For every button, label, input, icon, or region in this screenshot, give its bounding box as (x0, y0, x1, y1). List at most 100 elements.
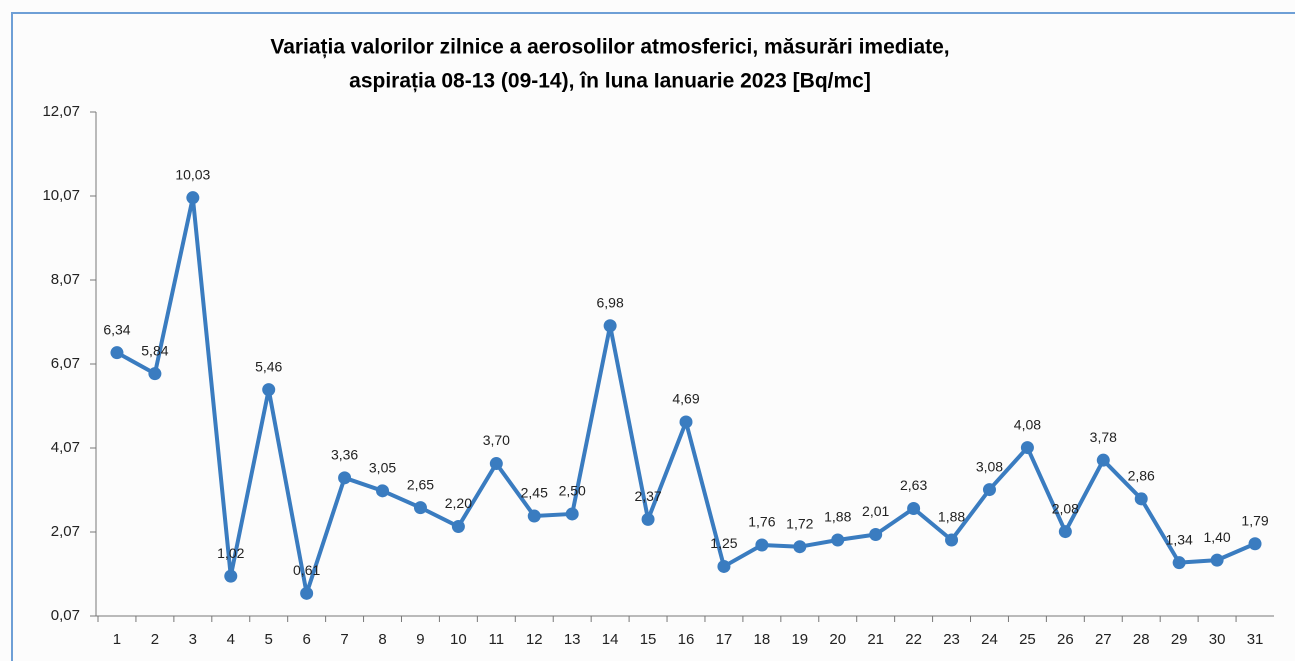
value-label: 5,84 (141, 342, 168, 358)
point (1020, 441, 1034, 455)
chart-title: Variația valorilor zilnice a aerosolilor… (270, 36, 949, 59)
value-label: 0,61 (293, 562, 320, 578)
value-label: 2,50 (559, 483, 586, 499)
x-tick-label: 16 (678, 631, 695, 648)
y-tick-label: 8,07 (51, 271, 80, 288)
point (489, 457, 503, 471)
point (262, 383, 276, 397)
point (1058, 525, 1072, 539)
y-tick-label: 12,07 (42, 103, 80, 120)
value-label: 2,08 (1052, 500, 1079, 516)
y-tick-label: 2,07 (51, 523, 80, 540)
point (717, 559, 731, 573)
value-label: 4,08 (1014, 416, 1041, 432)
point (1210, 553, 1224, 567)
x-tick-label: 1 (113, 631, 121, 648)
x-tick-label: 10 (450, 631, 467, 648)
value-label: 3,08 (976, 458, 1003, 474)
x-tick-label: 25 (1019, 631, 1036, 648)
x-tick-label: 8 (378, 631, 386, 648)
point (1096, 453, 1110, 467)
x-tick-label: 18 (754, 631, 771, 648)
value-label: 3,78 (1090, 429, 1117, 445)
point (679, 415, 693, 429)
value-label: 1,76 (748, 514, 775, 530)
x-tick-label: 27 (1095, 631, 1112, 648)
point (224, 569, 238, 583)
value-label: 1,88 (938, 509, 965, 525)
point (376, 484, 390, 498)
x-tick-label: 11 (489, 631, 505, 648)
point (945, 533, 959, 547)
point (1172, 556, 1186, 570)
point (451, 520, 465, 534)
x-tick-label: 3 (189, 631, 197, 648)
value-label: 1,79 (1241, 512, 1268, 528)
y-tick-label: 0,07 (51, 607, 80, 624)
point (110, 346, 124, 360)
x-tick-label: 2 (151, 631, 159, 648)
value-label: 3,70 (483, 432, 510, 448)
point (1134, 492, 1148, 506)
point (300, 586, 314, 600)
point (148, 367, 162, 381)
x-tick-label: 5 (265, 631, 273, 648)
frame (11, 12, 1295, 661)
point (641, 512, 655, 526)
value-label: 1,25 (710, 535, 737, 551)
x-tick-label: 23 (943, 631, 960, 648)
y-tick-label: 4,07 (51, 439, 80, 456)
value-label: 5,46 (255, 358, 282, 374)
x-tick-label: 24 (981, 631, 998, 648)
value-label: 2,01 (862, 503, 889, 519)
point (793, 540, 807, 554)
value-label: 2,65 (407, 476, 434, 492)
y-tick-label: 6,07 (51, 355, 80, 372)
value-label: 3,36 (331, 447, 358, 463)
point (1248, 537, 1262, 551)
value-label: 6,34 (103, 321, 130, 337)
x-tick-label: 7 (340, 631, 348, 648)
x-tick-label: 22 (905, 631, 922, 648)
x-tick-label: 15 (640, 631, 657, 648)
x-tick-label: 12 (526, 631, 543, 648)
value-label: 2,37 (634, 488, 661, 504)
value-label: 4,69 (672, 391, 699, 407)
y-tick-label: 10,07 (42, 187, 80, 204)
point (982, 483, 996, 497)
x-tick-label: 13 (564, 631, 581, 648)
point (186, 191, 200, 205)
chart-title: aspirația 08-13 (09-14), în luna Ianuari… (349, 70, 871, 93)
point (603, 319, 617, 333)
value-label: 6,98 (597, 294, 624, 310)
x-tick-label: 28 (1133, 631, 1150, 648)
value-label: 2,45 (521, 485, 548, 501)
value-label: 2,63 (900, 477, 927, 493)
value-label: 1,34 (1166, 531, 1193, 547)
x-tick-label: 6 (302, 631, 310, 648)
x-tick-label: 14 (602, 631, 619, 648)
x-tick-label: 31 (1247, 631, 1264, 648)
value-label: 1,88 (824, 509, 851, 525)
x-tick-label: 20 (829, 631, 846, 648)
value-label: 2,20 (445, 495, 472, 511)
x-tick-label: 4 (227, 631, 235, 648)
point (338, 471, 352, 485)
point (565, 507, 579, 521)
x-tick-label: 21 (867, 631, 884, 648)
value-label: 2,86 (1128, 468, 1155, 484)
point (527, 509, 541, 523)
point (907, 501, 921, 515)
x-tick-label: 30 (1209, 631, 1226, 648)
x-tick-label: 9 (416, 631, 424, 648)
value-label: 1,40 (1203, 529, 1230, 545)
x-tick-label: 17 (716, 631, 733, 648)
point (413, 501, 427, 515)
point (869, 528, 883, 542)
x-tick-label: 29 (1171, 631, 1188, 648)
point (755, 538, 769, 552)
point (831, 533, 845, 547)
value-label: 1,72 (786, 515, 813, 531)
